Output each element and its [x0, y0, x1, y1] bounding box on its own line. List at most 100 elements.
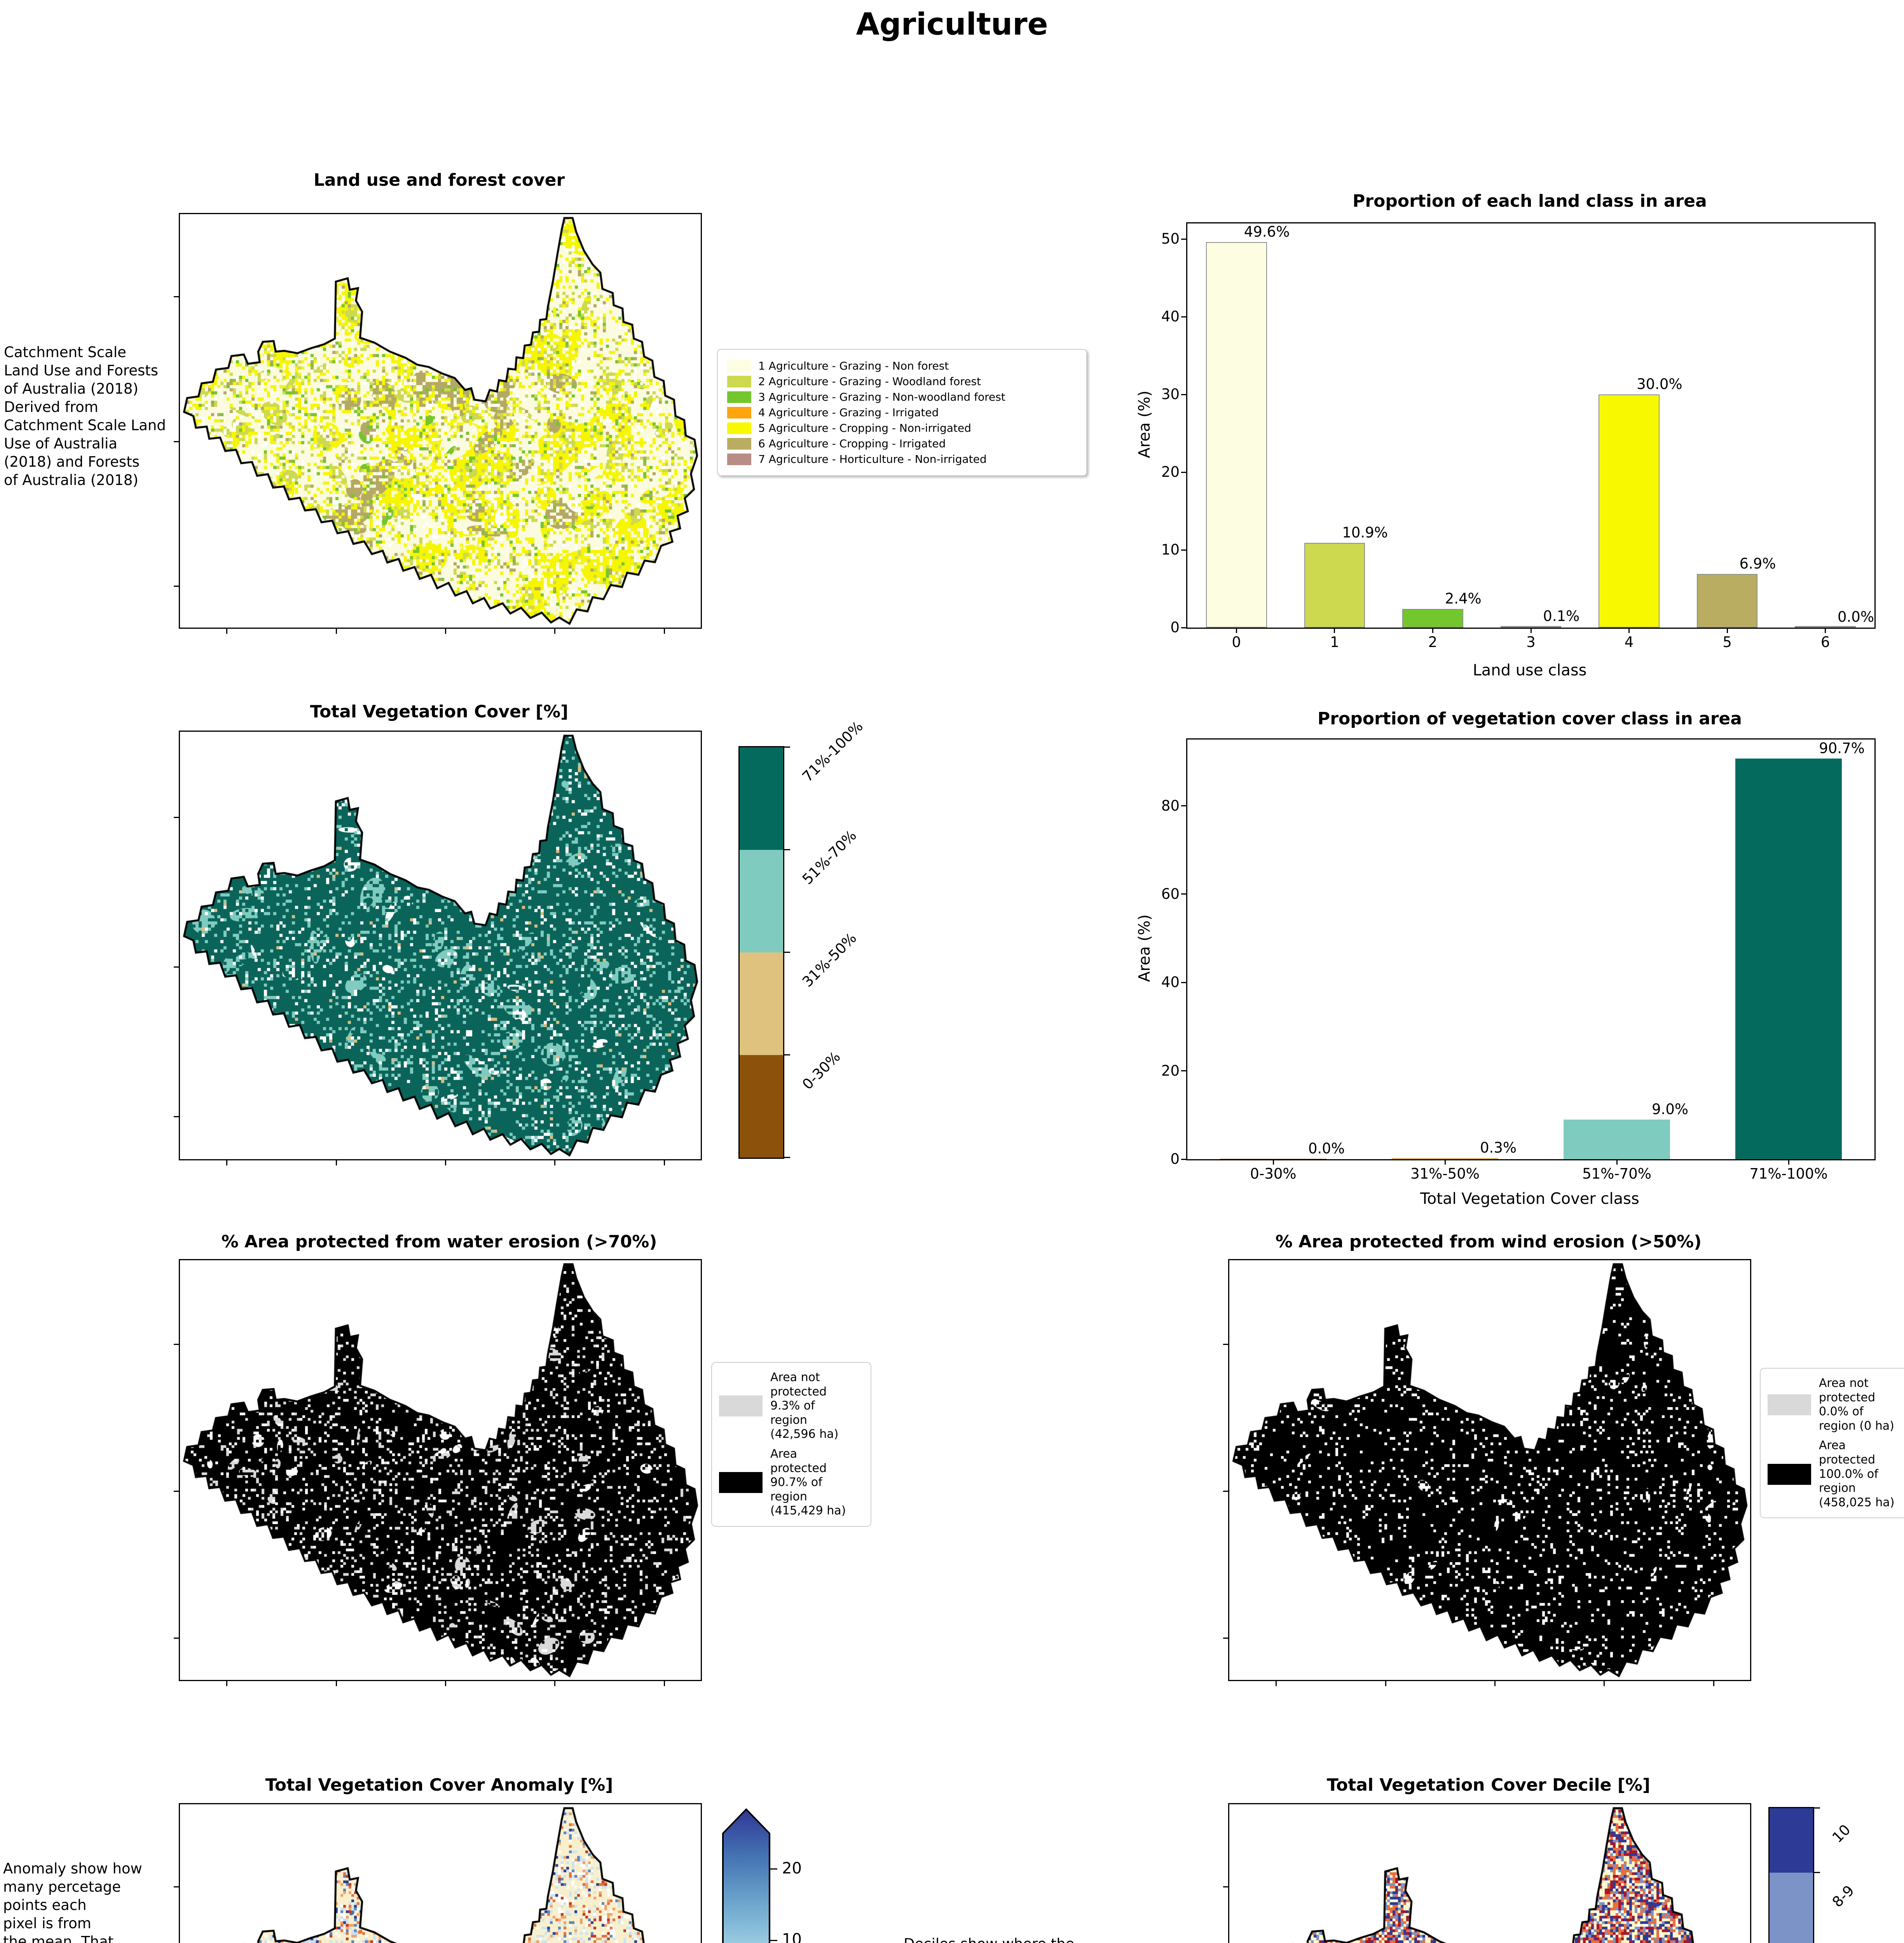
y-tick: [1181, 805, 1187, 807]
map-x-tick: [335, 1680, 337, 1686]
map-y-tick: [174, 1490, 180, 1492]
legend-swatch: [727, 438, 751, 450]
colorbar-tick-label: 20: [782, 1859, 802, 1877]
legend-item: 3 Agriculture - Grazing - Non-woodland f…: [727, 391, 1077, 403]
water-legend: Area not protected 9.3% of region (42,59…: [711, 1362, 871, 1527]
wind-map: [1223, 1259, 1751, 1686]
chart-bar: [1563, 1120, 1670, 1159]
legend-label: Area not protected 0.0% of region (0 ha): [1819, 1376, 1894, 1433]
x-tick-label: 51%-70%: [1582, 1165, 1651, 1182]
colorbar-segment: [740, 747, 783, 850]
bar-value-label: 0.0%: [1308, 1140, 1345, 1157]
chart-bar: [1696, 574, 1758, 628]
y-tick: [1181, 627, 1187, 628]
map-x-tick: [554, 628, 556, 634]
anomaly-map-title: Total Vegetation Cover Anomaly [%]: [265, 1775, 613, 1795]
decile-map: [1223, 1803, 1751, 1943]
colorbar-bar: [1768, 1807, 1814, 1943]
colorbar-segment: [1770, 1808, 1813, 1873]
map-x-tick: [335, 628, 337, 634]
anomaly-map-canvas: [180, 1804, 701, 1943]
decile-map-canvas: [1229, 1804, 1750, 1943]
legend-label: 3 Agriculture - Grazing - Non-woodland f…: [758, 391, 1005, 403]
map-x-tick: [226, 1680, 228, 1686]
anomaly-colorbar: 20100−10−20: [720, 1808, 875, 1943]
x-tick: [1628, 628, 1630, 633]
legend-swatch: [727, 422, 751, 434]
y-tick: [1181, 893, 1187, 895]
vegcover-map-canvas: [180, 732, 701, 1159]
map-x-tick: [663, 1159, 665, 1165]
map-x-tick: [554, 1680, 556, 1686]
landuse-map-title: Land use and forest cover: [313, 170, 565, 190]
map-x-tick: [445, 628, 446, 634]
legend-item: 4 Agriculture - Grazing - Irrigated: [727, 406, 1077, 419]
bar-value-label: 9.0%: [1652, 1101, 1689, 1118]
map-y-tick: [174, 441, 180, 442]
bar-value-label: 49.6%: [1244, 223, 1290, 240]
landuse-legend: 1 Agriculture - Grazing - Non forest 2 Ag…: [717, 349, 1087, 476]
landuse-map-canvas: [180, 214, 701, 628]
bar-value-label: 90.7%: [1819, 740, 1865, 757]
chart-bar: [1304, 543, 1365, 628]
colorbar-segment: [740, 850, 783, 952]
x-tick-label: 0-30%: [1250, 1165, 1297, 1182]
y-tick-label: 0: [1170, 1151, 1180, 1167]
colorbar-segment: [740, 952, 783, 1055]
map-x-tick: [663, 1680, 665, 1686]
legend-item: 7 Agriculture - Horticulture - Non-irrig…: [727, 453, 1077, 466]
landuse-source-note: Catchment Scale Land Use and Forests of …: [4, 344, 166, 488]
legend-swatch: [727, 406, 751, 419]
x-tick-label: 6: [1820, 634, 1830, 651]
bar-value-label: 0.0%: [1838, 609, 1874, 625]
legend-label: 2 Agriculture - Grazing - Woodland fores…: [758, 375, 981, 388]
colorbar-label: 8-9: [1829, 1882, 1858, 1911]
wind-legend: Area not protected 0.0% of region (0 ha)…: [1760, 1368, 1904, 1519]
x-tick: [1334, 628, 1335, 633]
x-tick-label: 71%-100%: [1749, 1165, 1828, 1182]
chart-bar: [1500, 626, 1562, 628]
chart-bar: [1735, 759, 1842, 1159]
decile-colorbar: 108-94-72-31: [1768, 1807, 1904, 1943]
wind-map-title: % Area protected from wind erosion (>50%…: [1275, 1232, 1702, 1252]
vegclass-chart-ylabel: Area (%): [1136, 914, 1154, 982]
y-tick: [1181, 394, 1187, 395]
x-tick: [1272, 1159, 1274, 1165]
x-tick: [1432, 628, 1433, 633]
y-tick-label: 0: [1170, 619, 1180, 636]
x-tick-label: 4: [1624, 634, 1634, 651]
colorbar-tick: [783, 952, 790, 953]
map-x-tick: [445, 1159, 446, 1165]
legend-swatch: [1768, 1463, 1811, 1485]
colorbar-tick-label: 10: [782, 1931, 802, 1943]
colorbar-segment: [1770, 1873, 1813, 1943]
colorbar-label: 0-30%: [799, 1048, 844, 1093]
x-tick: [1236, 628, 1237, 633]
chart-bar: [1795, 626, 1856, 628]
x-tick-label: 0: [1232, 634, 1241, 651]
x-tick-label: 1: [1330, 634, 1339, 651]
y-tick-label: 50: [1161, 230, 1180, 247]
chart-bar: [1391, 1158, 1498, 1159]
map-x-tick: [335, 1159, 337, 1165]
map-y-tick: [174, 816, 180, 818]
chart-bar: [1599, 394, 1660, 628]
colorbar-tick: [783, 747, 790, 748]
map-x-tick: [1713, 1680, 1714, 1686]
map-y-tick: [174, 586, 180, 587]
bar-value-label: 10.9%: [1342, 524, 1388, 541]
legend-label: Area protected 100.0% of region (458,025…: [1819, 1439, 1895, 1509]
legend-label: 7 Agriculture - Horticulture - Non-irrig…: [758, 453, 987, 466]
decile-map-title: Total Vegetation Cover Decile [%]: [1326, 1775, 1651, 1795]
legend-item: Area not protected 0.0% of region (0 ha): [1768, 1376, 1904, 1433]
legend-swatch: [719, 1472, 763, 1493]
map-x-tick: [554, 1159, 556, 1165]
chart-bar: [1206, 242, 1267, 628]
x-tick-label: 31%-50%: [1410, 1165, 1480, 1182]
colorbar-tick: [770, 1868, 777, 1870]
y-tick-label: 40: [1161, 974, 1180, 991]
map-y-tick: [174, 966, 180, 968]
legend-swatch: [719, 1395, 763, 1417]
legend-swatch: [727, 453, 751, 465]
map-x-tick: [1494, 1680, 1496, 1686]
